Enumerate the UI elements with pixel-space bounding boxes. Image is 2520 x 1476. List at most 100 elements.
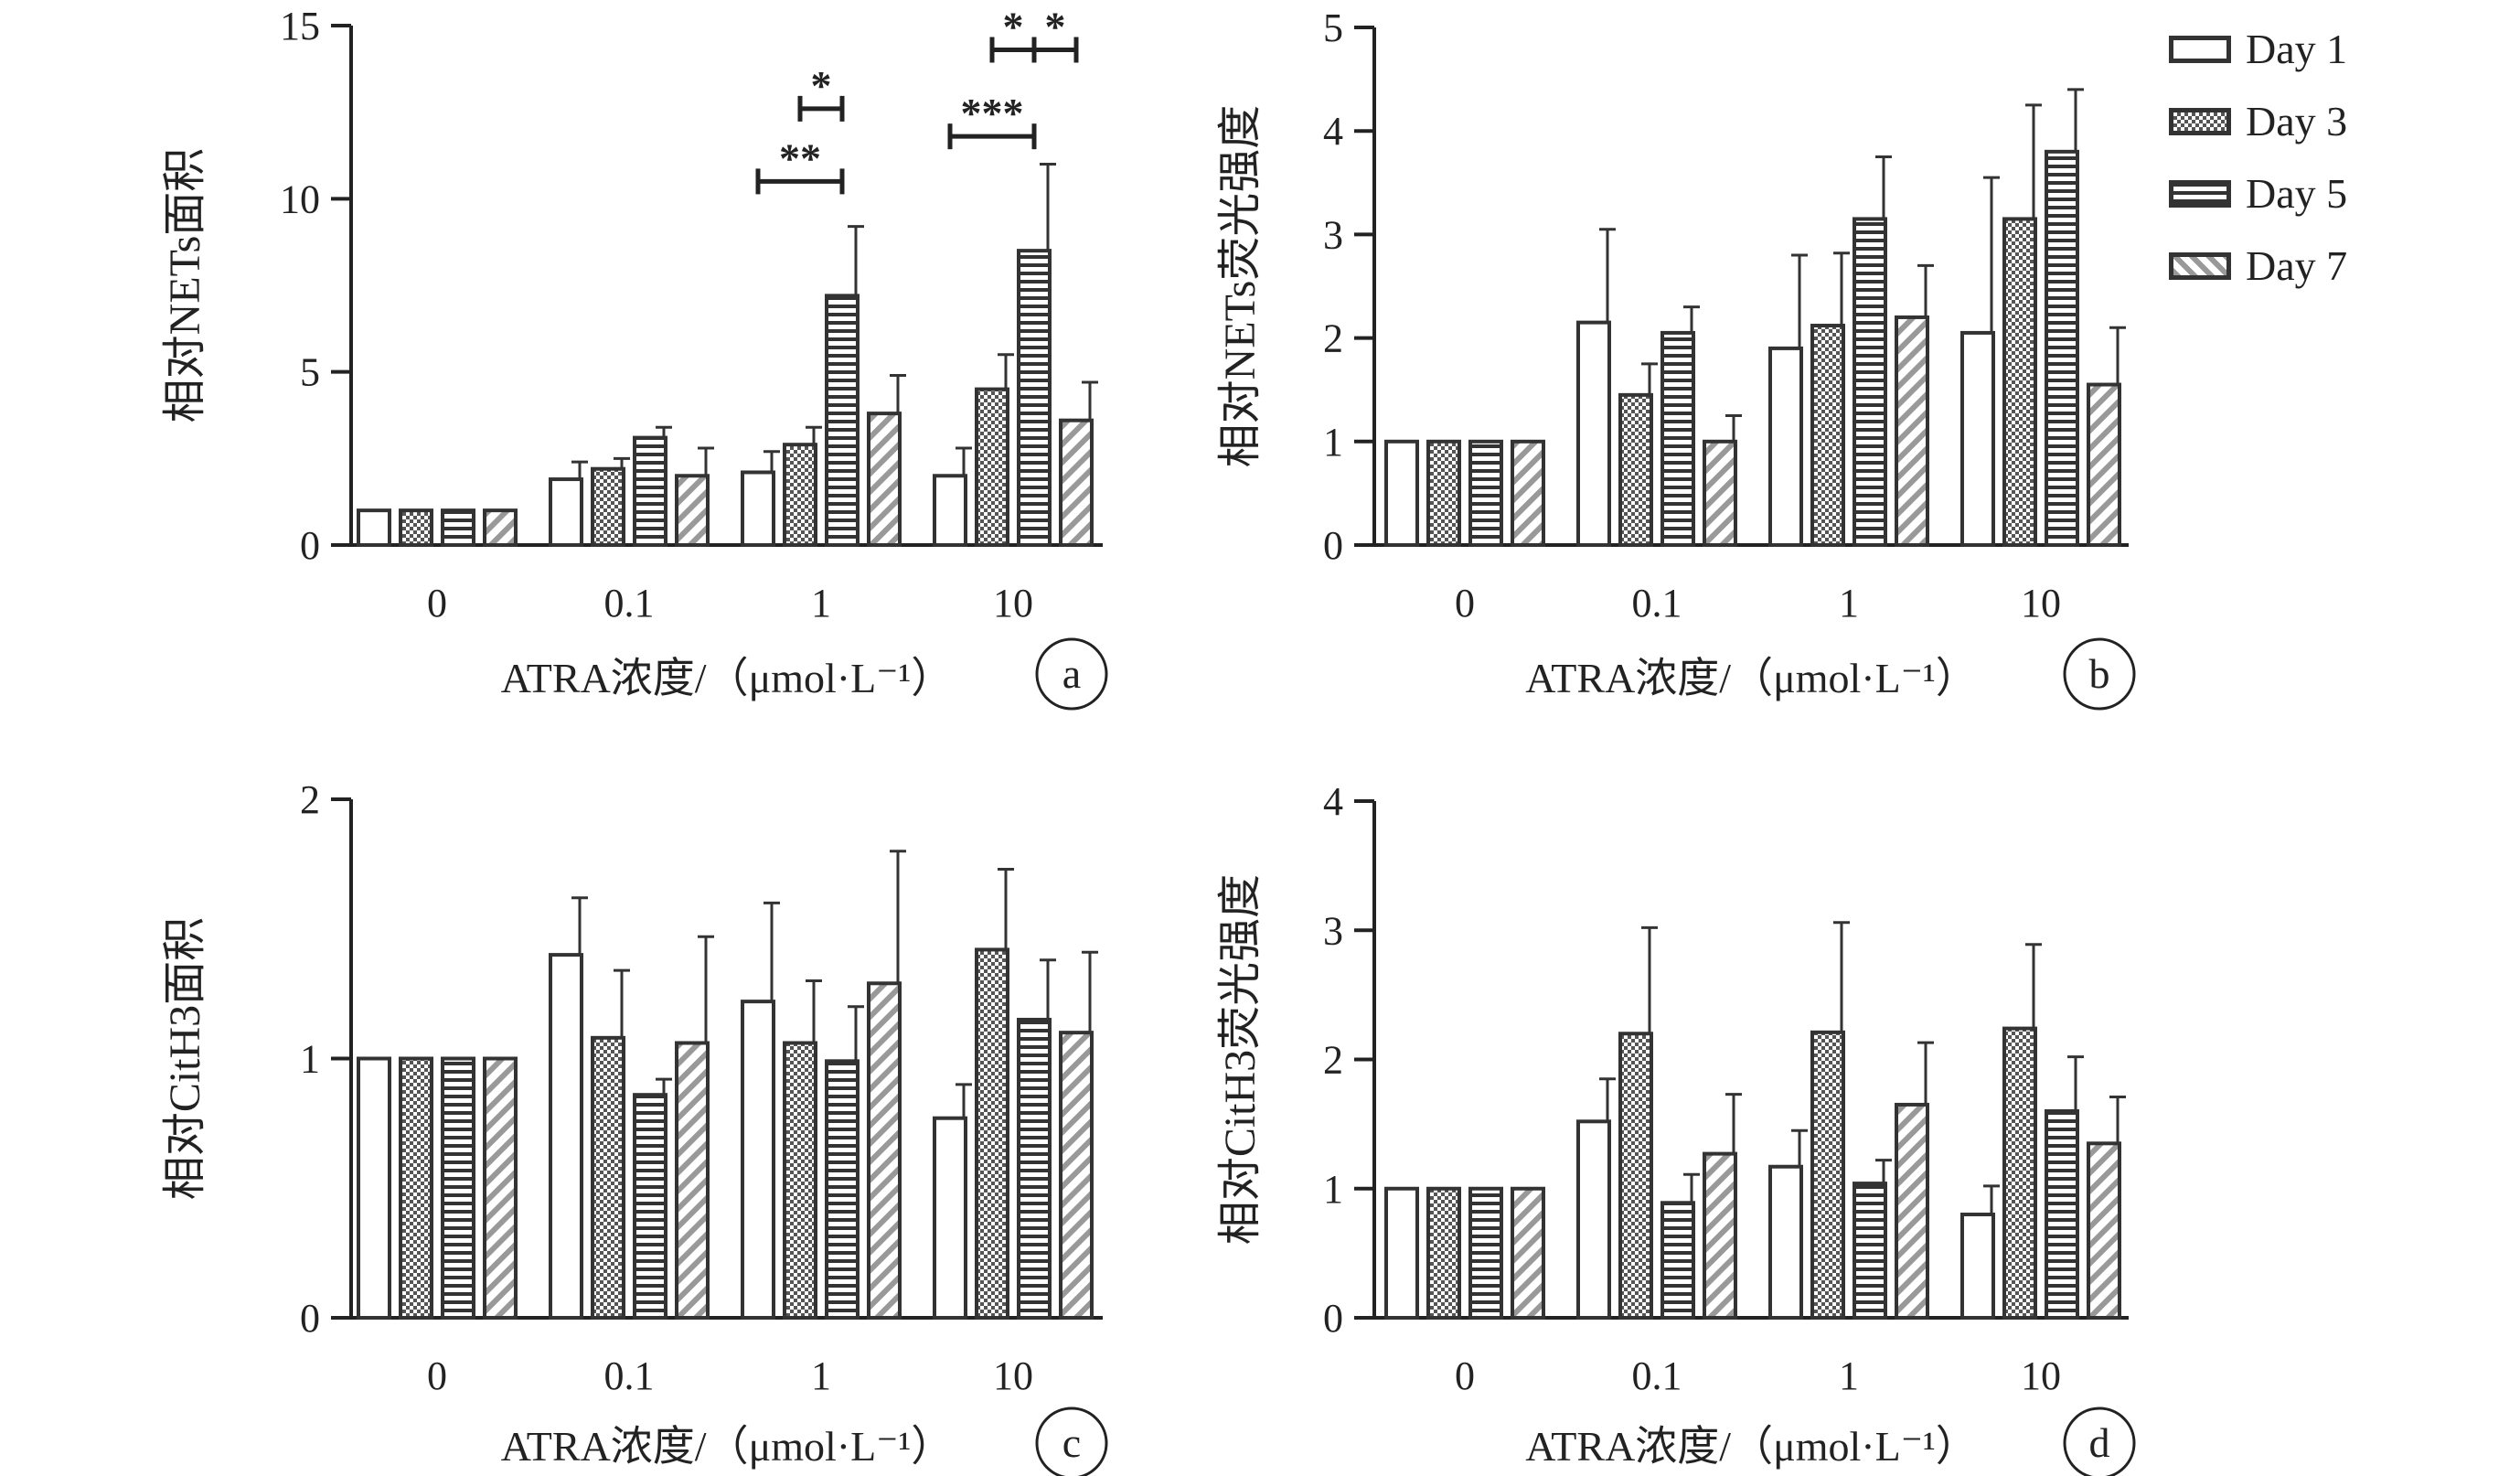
x-tick-label: 0 <box>1455 581 1475 626</box>
panel-letter-circle <box>2063 637 2136 711</box>
bar <box>591 1035 625 1320</box>
panel-letter: a <box>1062 650 1081 697</box>
panel-letter: b <box>2089 650 2110 697</box>
bar <box>1511 1186 1545 1320</box>
x-tick-label: 0.1 <box>1632 1353 1682 1398</box>
x-tick-label: 1 <box>811 581 831 626</box>
bar <box>441 1056 475 1320</box>
x-tick-label: 0.1 <box>1632 581 1682 626</box>
y-tick-label: 0 <box>300 523 320 568</box>
bar <box>1810 1030 1845 1321</box>
legend-label: Day 5 <box>2246 170 2348 217</box>
legend-swatch-day3 <box>2169 107 2231 135</box>
bar <box>1059 418 1094 547</box>
x-tick-label: 0 <box>1455 1353 1475 1398</box>
y-tick-label: 15 <box>280 4 320 48</box>
bar <box>783 443 817 548</box>
significance-label: *** <box>961 90 1024 136</box>
bar <box>1703 1151 1737 1321</box>
bar <box>1384 439 1419 547</box>
x-tick-label: 0 <box>427 581 447 626</box>
y-tick-label: 2 <box>300 777 320 822</box>
bar <box>1660 1201 1695 1320</box>
y-tick-label: 4 <box>1323 109 1343 154</box>
bar <box>483 1056 518 1320</box>
x-tick-label: 10 <box>2021 581 2061 626</box>
y-tick-label: 5 <box>300 350 320 395</box>
y-axis-label: 相对CitH3面积 <box>161 917 209 1200</box>
bar <box>867 981 902 1321</box>
y-tick-label: 1 <box>1323 420 1343 465</box>
bar <box>399 508 433 548</box>
panel-letter-circle <box>2063 1406 2136 1476</box>
bar <box>1768 1164 1803 1321</box>
bar <box>1810 324 1845 547</box>
bar <box>867 412 902 547</box>
bar <box>741 1000 775 1320</box>
bar <box>633 1093 667 1320</box>
chart-panel-d: 0 1 2 3 4 0 0.1 1 10 相对CitH3荧光强度 ATRA浓度/（μmol·L⁻¹）… <box>1216 779 2136 1476</box>
significance-label: * <box>1045 4 1066 50</box>
bar <box>825 294 860 547</box>
bar <box>933 1116 967 1320</box>
y-tick-label: 0 <box>1323 1296 1343 1341</box>
bar <box>1960 1213 1995 1320</box>
bar <box>1895 1102 1929 1320</box>
y-tick-label: 2 <box>1323 1038 1343 1083</box>
legend-item: Day 7 <box>2169 230 2516 302</box>
x-axis-label: ATRA浓度/（μmol·L⁻¹） <box>1525 1423 1978 1470</box>
bar <box>1895 315 1929 547</box>
y-tick-label: 0 <box>300 1296 320 1341</box>
x-tick-label: 10 <box>993 1353 1033 1398</box>
panel-letter-circle <box>1035 1406 1108 1476</box>
bar <box>1468 1186 1503 1320</box>
bar <box>1384 1186 1419 1320</box>
panel-letter-circle <box>1035 637 1108 711</box>
bar <box>1703 439 1737 547</box>
bar <box>1960 330 1995 547</box>
bar <box>399 1056 433 1320</box>
legend-item: Day 5 <box>2169 157 2516 230</box>
bar <box>1853 1182 1887 1320</box>
bar <box>2045 1109 2079 1320</box>
panel-letter: d <box>2089 1419 2110 1466</box>
bar <box>1576 1119 1611 1321</box>
bar <box>2045 149 2079 547</box>
bar <box>741 470 775 547</box>
y-axis-label: 相对NETs荧光强度 <box>1216 105 1265 468</box>
bar <box>975 387 1009 547</box>
bar <box>2002 1026 2037 1320</box>
legend-label: Day 3 <box>2246 98 2348 144</box>
bar <box>783 1041 817 1320</box>
legend-item: Day 1 <box>2169 13 2516 85</box>
bar <box>1853 217 1887 547</box>
bar <box>549 953 583 1320</box>
bar <box>357 1056 391 1320</box>
legend-label: Day 7 <box>2246 242 2348 289</box>
bar <box>1768 346 1803 548</box>
bar <box>1468 439 1503 547</box>
y-tick-label: 3 <box>1323 212 1343 257</box>
legend-swatch-day5 <box>2169 179 2231 208</box>
bar <box>1017 1017 1052 1320</box>
bar <box>2087 1141 2121 1320</box>
x-tick-label: 0.1 <box>604 1353 655 1398</box>
bar <box>675 474 710 547</box>
x-tick-label: 10 <box>993 581 1033 626</box>
chart-panel-c: 0 1 2 0 0.1 1 10 相对CitH3面积 ATRA浓度/（μmol·L⁻¹） c <box>161 777 1108 1476</box>
x-tick-label: 1 <box>1839 581 1859 626</box>
x-axis-label: ATRA浓度/（μmol·L⁻¹） <box>501 1423 954 1470</box>
significance-label: * <box>1003 4 1024 50</box>
legend-item: Day 3 <box>2169 85 2516 157</box>
chart-panel-b: 0 1 2 3 4 5 0 0.1 1 10 相对NETs荧光强度 ATRA浓度/（μmol·L⁻¹）… <box>1216 5 2136 711</box>
bar <box>1511 439 1545 547</box>
significance-label: * <box>811 62 832 109</box>
bar <box>633 435 667 548</box>
bar <box>933 474 967 547</box>
y-axis-label: 相对NETs面积 <box>161 148 209 423</box>
y-tick-label: 0 <box>1323 523 1343 568</box>
bar <box>1426 1186 1461 1320</box>
x-tick-label: 1 <box>1839 1353 1859 1398</box>
